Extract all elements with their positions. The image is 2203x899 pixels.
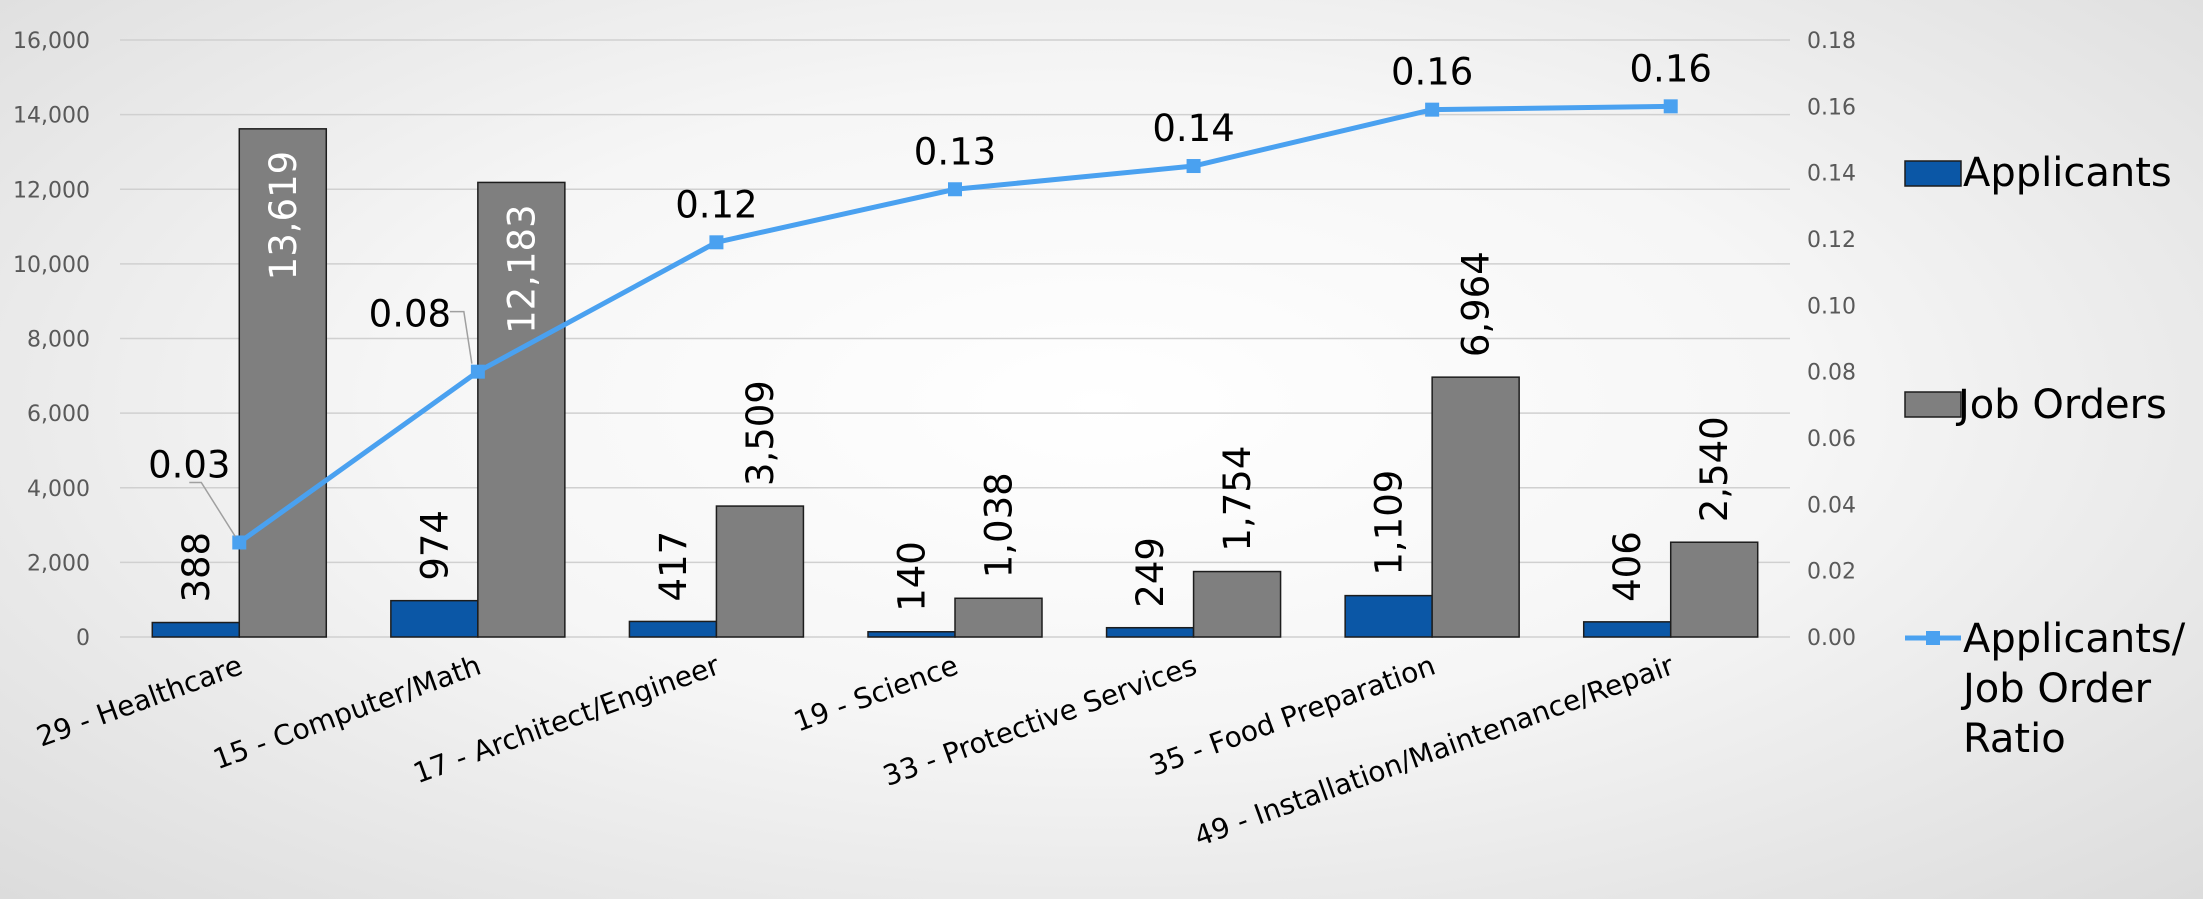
data-label-applicants: 140 [891, 541, 934, 612]
data-label-job-orders: 12,183 [500, 204, 543, 333]
bar-applicants [151, 621, 241, 638]
y2-tick-label: 0.12 [1807, 228, 1856, 253]
y2-tick-label: 0.18 [1807, 29, 1856, 54]
data-label-job-orders: 2,540 [1693, 416, 1736, 522]
legend-label-ratio: Applicants/Job Order Ratio [1960, 616, 2186, 762]
data-label-ratio: 0.16 [1391, 51, 1473, 94]
leader-line [189, 481, 236, 537]
data-label-applicants: 974 [413, 510, 456, 581]
ratio-marker [232, 535, 247, 550]
data-label-job-orders: 13,619 [262, 151, 305, 280]
y2-tick-label: 0.00 [1807, 626, 1856, 651]
y2-tick-label: 0.16 [1807, 95, 1856, 120]
y-tick-label: 4,000 [27, 477, 90, 502]
data-label-ratio: 0.03 [148, 443, 230, 486]
legend-swatch-job-orders [1904, 391, 1962, 418]
ratio-marker [1663, 99, 1678, 114]
y-tick-label: 14,000 [13, 104, 90, 129]
y-tick-label: 6,000 [27, 402, 90, 427]
data-label-ratio: 0.13 [914, 130, 996, 173]
y2-tick-label: 0.10 [1807, 294, 1856, 319]
bar-job-orders [715, 505, 805, 638]
y-tick-label: 0 [76, 626, 90, 651]
bar-data-labels: 388 13,619 974 12,183 417 3,509 140 1,038 249 1,7… [175, 151, 1736, 612]
ratio-marker [1186, 159, 1201, 174]
y-axis-secondary: 0.00 0.02 0.04 0.06 0.08 0.10 0.12 0.14 0.16 0.18 [1807, 29, 1856, 651]
gridlines [120, 39, 1790, 638]
y2-tick-label: 0.06 [1807, 427, 1856, 452]
y-tick-label: 12,000 [13, 178, 90, 203]
bar-job-orders [1669, 541, 1759, 638]
bar-applicants [628, 620, 718, 638]
y-axis-primary: 0 2,000 4,000 6,000 8,000 10,000 12,000 14,000 1… [13, 29, 90, 651]
bar-applicants [867, 631, 956, 638]
data-label-ratio: 0.08 [369, 293, 451, 336]
y-tick-label: 16,000 [13, 29, 90, 54]
ratio-marker [709, 235, 724, 250]
data-label-applicants: 1,109 [1368, 470, 1411, 576]
y2-tick-label: 0.14 [1807, 162, 1856, 187]
y-tick-label: 2,000 [27, 551, 90, 576]
y-tick-label: 10,000 [13, 253, 90, 278]
bar-job-orders [1192, 570, 1282, 638]
data-label-ratio: 0.14 [1152, 107, 1234, 150]
ratio-marker [1425, 102, 1440, 117]
bar-job-orders [954, 597, 1043, 638]
ratio-marker [470, 364, 485, 379]
ratio-line-series: 0.03 0.08 0.12 0.13 0.14 0.16 0.16 [148, 47, 1712, 550]
legend-label-job-orders: Job Orders [1955, 382, 2167, 428]
x-category-label: 29 - Healthcare [32, 649, 246, 754]
y2-tick-label: 0.02 [1807, 560, 1856, 585]
data-label-applicants: 406 [1606, 531, 1649, 602]
y-tick-label: 8,000 [27, 328, 90, 353]
data-label-applicants: 417 [652, 531, 695, 602]
bar-job-orders [477, 181, 566, 638]
data-label-job-orders: 1,754 [1216, 446, 1259, 552]
data-label-job-orders: 3,509 [739, 380, 782, 486]
x-category-label: 19 - Science [789, 649, 962, 739]
bars [151, 128, 1759, 638]
data-label-job-orders: 6,964 [1455, 251, 1498, 357]
legend-swatch-applicants [1904, 160, 1962, 187]
bar-applicants [1344, 594, 1433, 638]
ratio-marker [948, 182, 962, 197]
y2-tick-label: 0.08 [1807, 361, 1856, 386]
data-label-applicants: 249 [1129, 537, 1172, 608]
data-label-applicants: 388 [175, 532, 218, 603]
bar-applicants [1582, 621, 1672, 638]
bar-applicants [1105, 626, 1195, 638]
legend: Applicants Job Orders Applicants/Job Order… [1904, 150, 2186, 762]
data-label-ratio: 0.12 [675, 183, 757, 226]
leader-line [449, 310, 473, 364]
y2-tick-label: 0.04 [1807, 493, 1856, 518]
legend-label-applicants: Applicants [1963, 150, 2172, 196]
legend-swatch-ratio-marker [1926, 631, 1940, 645]
bar-job-orders [238, 128, 328, 638]
data-label-job-orders: 1,038 [978, 472, 1021, 578]
bar-applicants [390, 599, 479, 638]
bar-job-orders [1431, 376, 1520, 638]
data-label-ratio: 0.16 [1630, 47, 1712, 90]
